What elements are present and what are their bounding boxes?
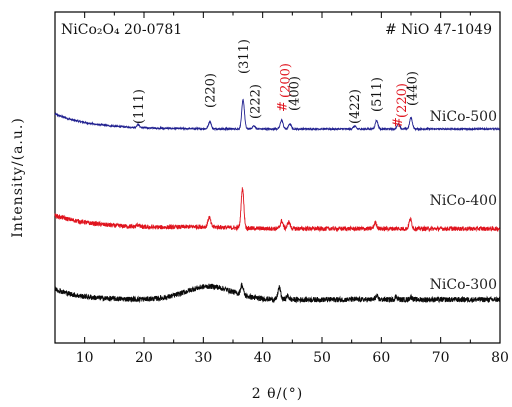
x-tick-label: 80 (491, 350, 509, 366)
peak-label: (222) (248, 84, 263, 119)
peak-label: (400) (288, 76, 303, 111)
peak-label: # (391, 117, 406, 128)
peak-label: (422) (348, 89, 363, 124)
plot-frame (54, 11, 501, 344)
axis-layer: 10 20 30 40 50 60 70 80 (54, 11, 509, 366)
series-line-nico-400 (54, 187, 501, 233)
x-tick-label: 20 (135, 350, 153, 366)
x-tick-label: 40 (254, 350, 272, 366)
peak-label: (200) (279, 63, 294, 98)
label-layer: NiCo-500 NiCo-400 NiCo-300 (111) (220) (311) (… (132, 39, 497, 293)
y-axis-title: Intensity/(a.u.) (10, 117, 26, 238)
peak-label: (111) (132, 89, 147, 124)
x-tick-label: 30 (194, 350, 212, 366)
peak-label: (440) (406, 71, 421, 106)
reference-nio-label: # NiO 47-1049 (385, 22, 492, 38)
series-label-nico-400: NiCo-400 (430, 193, 497, 209)
reference-nico2o4-label: NiCo₂O₄ 20-0781 (61, 22, 182, 38)
x-tick-label: 50 (313, 350, 331, 366)
peak-label: # (276, 101, 291, 112)
series-line-nico-300 (54, 282, 501, 305)
peak-label: (311) (237, 39, 252, 74)
series-line-nico-500 (54, 98, 501, 132)
x-tick-label: 70 (432, 350, 450, 366)
x-tick-label: 60 (372, 350, 390, 366)
x-axis-title: 2 θ/(°) (252, 386, 303, 402)
peak-label: (511) (370, 77, 385, 112)
peak-label: (220) (203, 73, 218, 108)
x-tick-label: 10 (76, 350, 94, 366)
peak-label: (220) (395, 83, 410, 118)
series-label-nico-500: NiCo-500 (430, 109, 497, 125)
series-layer (54, 98, 501, 305)
series-label-nico-300: NiCo-300 (430, 277, 497, 293)
